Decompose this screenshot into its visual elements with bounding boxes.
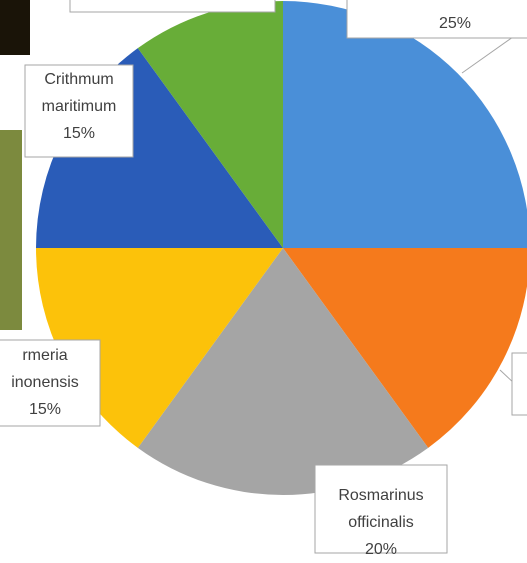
photo (0, 0, 30, 55)
leader-line (461, 31, 521, 74)
label-line: maritimum (42, 98, 117, 115)
value-label: 15% (29, 401, 61, 418)
labels: 25% Rosmarinus officinalis 20% rmeria inonens… (0, 15, 471, 558)
label-box (346, 0, 527, 39)
value-label: 15% (63, 125, 95, 142)
label-box (69, 0, 276, 13)
label-line: Crithmum (44, 71, 113, 88)
label-box (314, 464, 448, 554)
slice-label: Rosmarinus officinalis (338, 487, 423, 531)
label-line: Rosmarinus (338, 487, 423, 504)
slice (283, 1, 527, 248)
slice (283, 248, 527, 448)
label-box (0, 339, 101, 427)
slice-label: Crithmum maritimum (42, 71, 117, 115)
label-line: inonensis (11, 374, 79, 391)
label-box (24, 64, 134, 158)
photo (0, 130, 22, 330)
value-label: 20% (365, 541, 397, 558)
label-line: officinalis (348, 514, 414, 531)
slice (137, 248, 429, 495)
slice-label: rmeria inonensis (11, 347, 79, 391)
slice (137, 1, 283, 248)
value-label: 25% (439, 15, 471, 32)
label-line: rmeria (22, 347, 67, 364)
label-box (511, 352, 527, 416)
